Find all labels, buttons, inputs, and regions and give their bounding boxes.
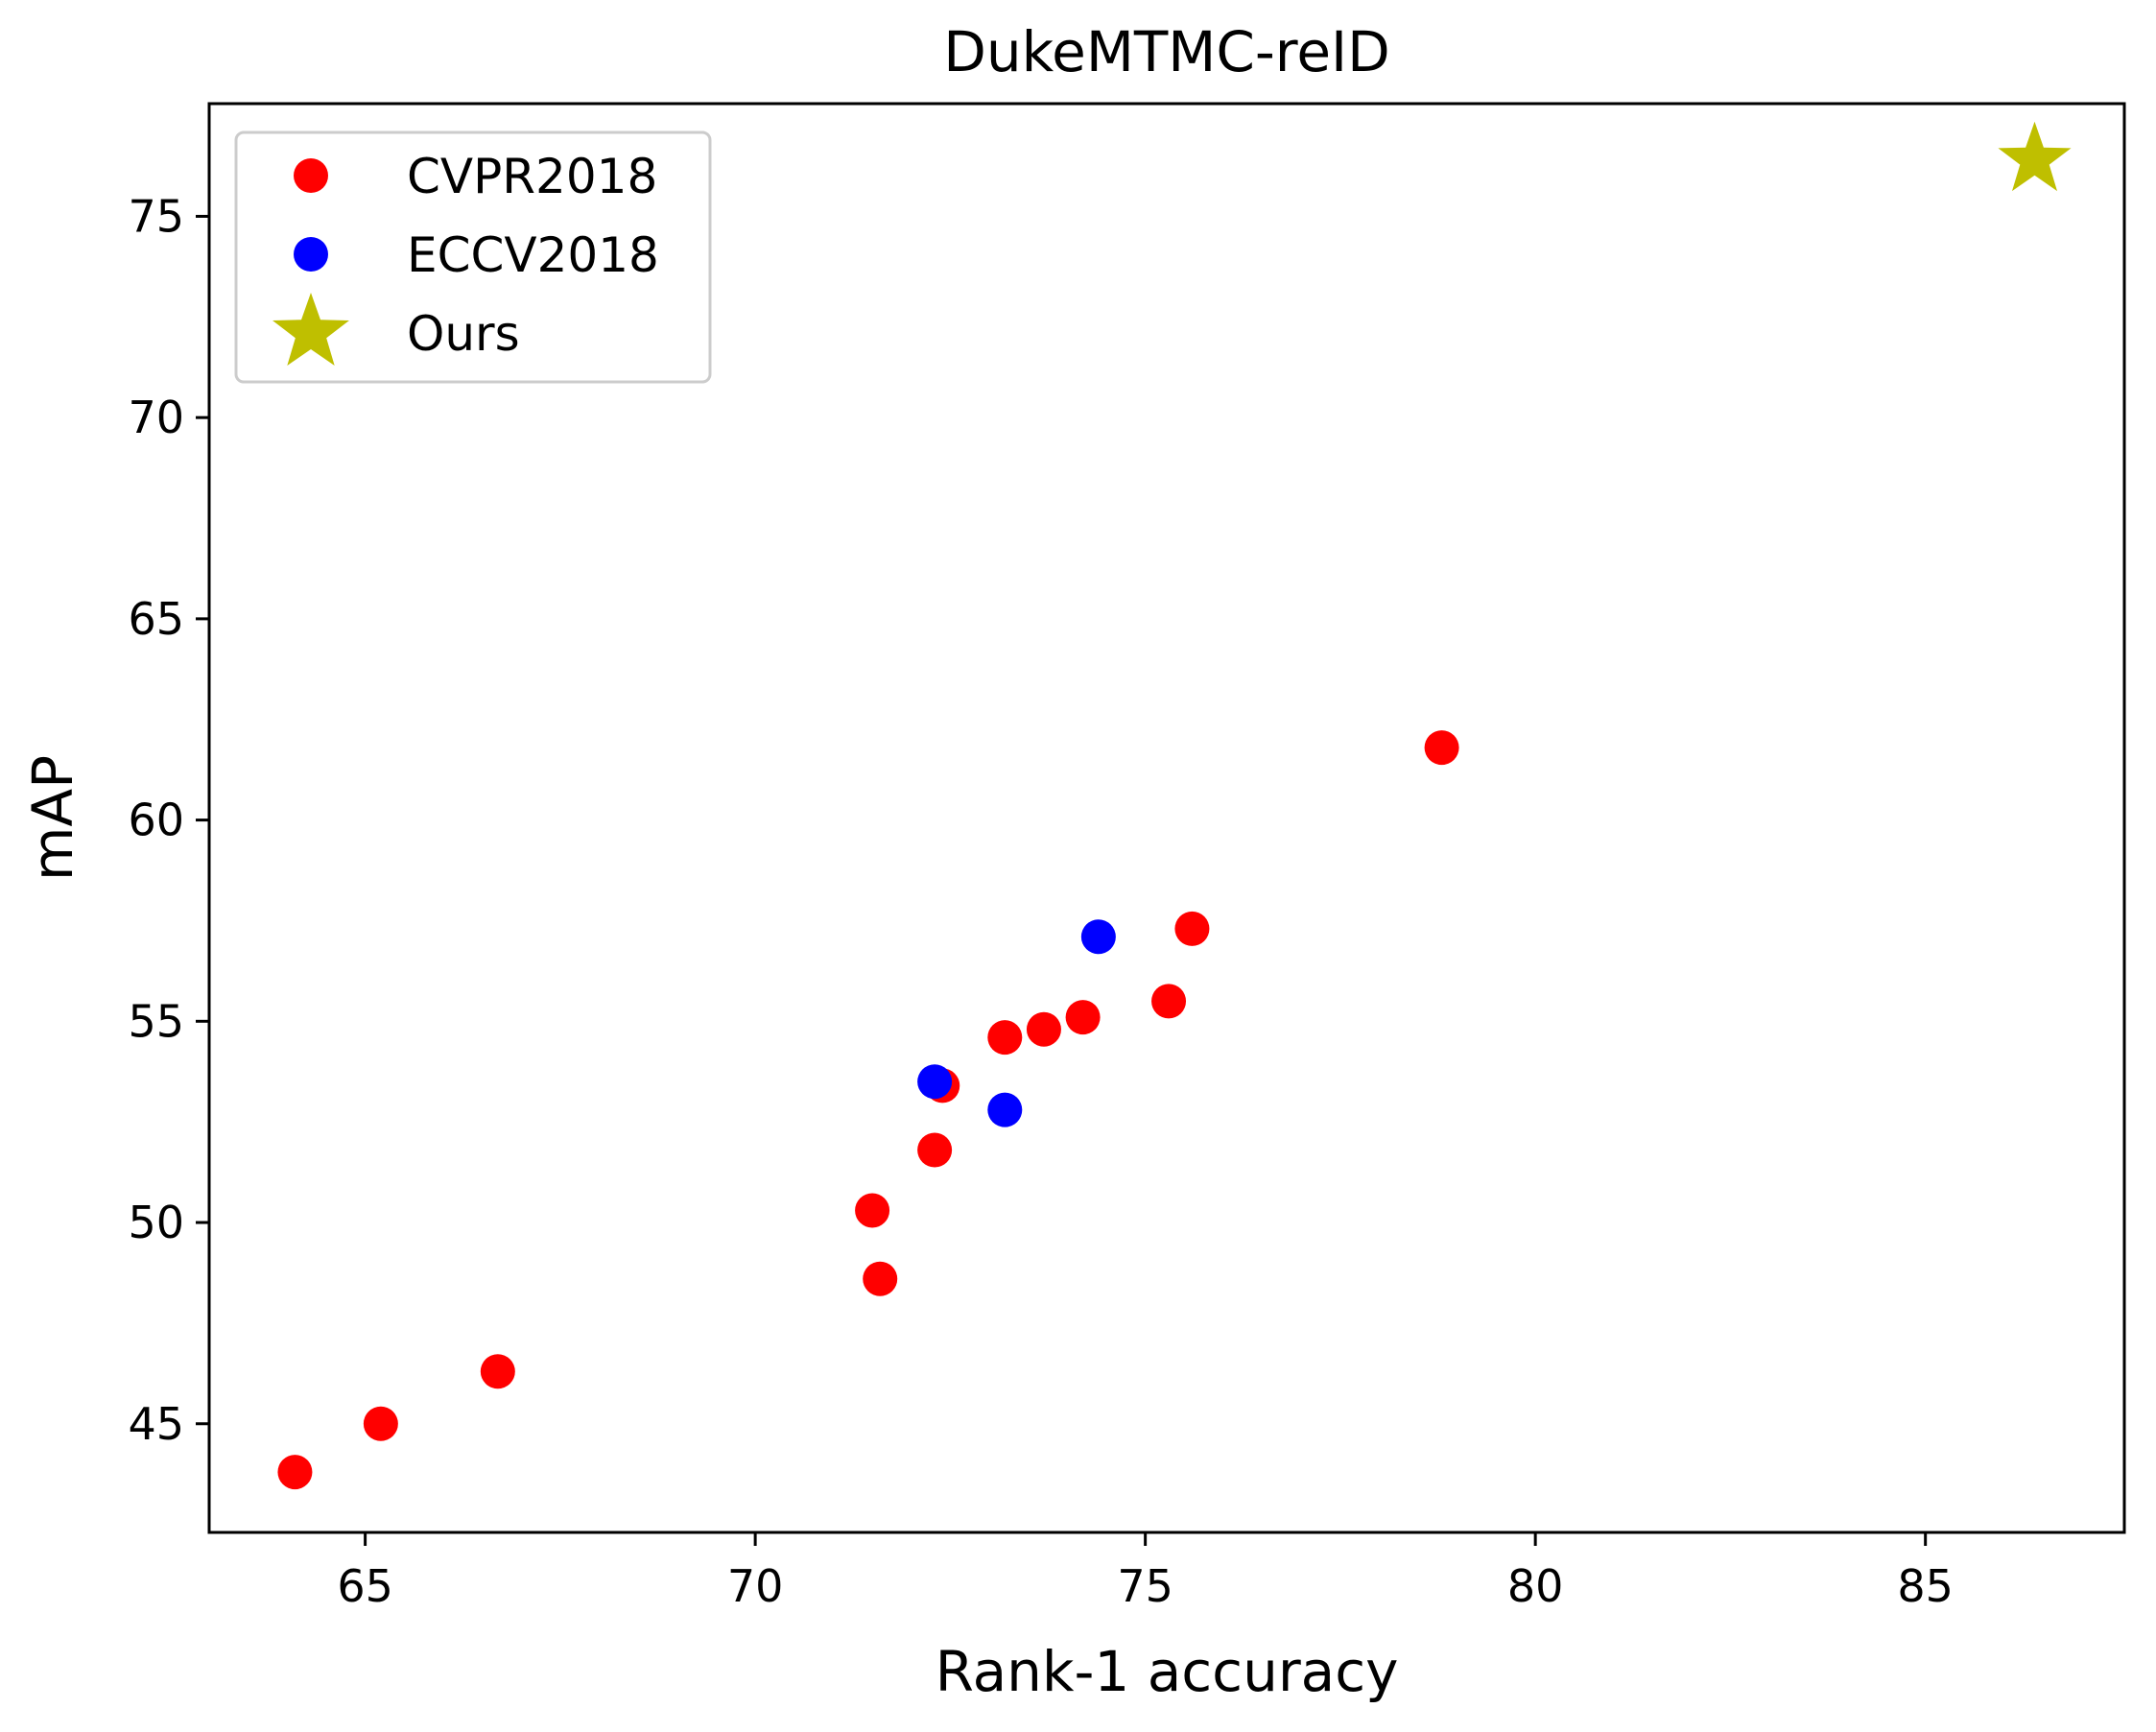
axis-ticks: 65 70 75 80 85 45 50 55 60 65 70 75 — [128, 190, 1953, 1612]
data-point — [1424, 730, 1459, 766]
data-point — [363, 1406, 398, 1441]
y-tick-label: 60 — [128, 795, 184, 846]
data-point — [987, 1020, 1023, 1056]
series-ours — [1998, 121, 2072, 192]
data-point — [1151, 984, 1187, 1019]
data-point — [1080, 919, 1116, 955]
legend-item-ours: Ours — [272, 293, 520, 366]
x-axis-label: Rank-1 accuracy — [936, 1639, 1399, 1704]
legend-item-cvpr2018: CVPR2018 — [294, 149, 657, 204]
legend: CVPR2018 ECCV2018 Ours — [234, 130, 712, 384]
data-point — [855, 1193, 890, 1228]
y-tick-label: 50 — [128, 1197, 184, 1248]
legend-box — [234, 130, 712, 384]
legend-marker-star — [272, 293, 349, 366]
legend-label: Ours — [407, 306, 520, 362]
x-tick-label: 70 — [727, 1560, 784, 1612]
legend-label: CVPR2018 — [407, 149, 657, 204]
legend-item-eccv2018: ECCV2018 — [294, 227, 659, 283]
legend-marker — [294, 237, 328, 272]
x-tick-label: 65 — [337, 1560, 393, 1612]
data-point — [987, 1092, 1023, 1127]
data-point — [863, 1261, 898, 1296]
data-point — [480, 1354, 515, 1389]
series-eccv2018 — [917, 919, 1116, 1127]
data-point — [1065, 1000, 1101, 1035]
data-point — [917, 1064, 953, 1100]
y-axis-label: mAP — [20, 755, 85, 881]
chart-title: DukeMTMC-reID — [943, 19, 1390, 84]
data-point — [1174, 911, 1210, 946]
data-point-star — [1998, 121, 2072, 192]
x-tick-label: 75 — [1117, 1560, 1173, 1612]
legend-marker — [294, 158, 328, 193]
y-tick-label: 70 — [128, 391, 184, 443]
data-points — [277, 121, 2072, 1490]
data-point — [917, 1132, 953, 1168]
y-tick-label: 65 — [128, 593, 184, 645]
y-tick-label: 55 — [128, 995, 184, 1047]
plot-frame — [207, 102, 2126, 1534]
y-tick-label: 45 — [128, 1398, 184, 1450]
data-point — [277, 1455, 313, 1490]
x-tick-label: 85 — [1897, 1560, 1954, 1612]
x-tick-label: 80 — [1507, 1560, 1564, 1612]
legend-label: ECCV2018 — [407, 227, 659, 283]
y-tick-label: 75 — [128, 190, 184, 242]
data-point — [1026, 1011, 1061, 1047]
